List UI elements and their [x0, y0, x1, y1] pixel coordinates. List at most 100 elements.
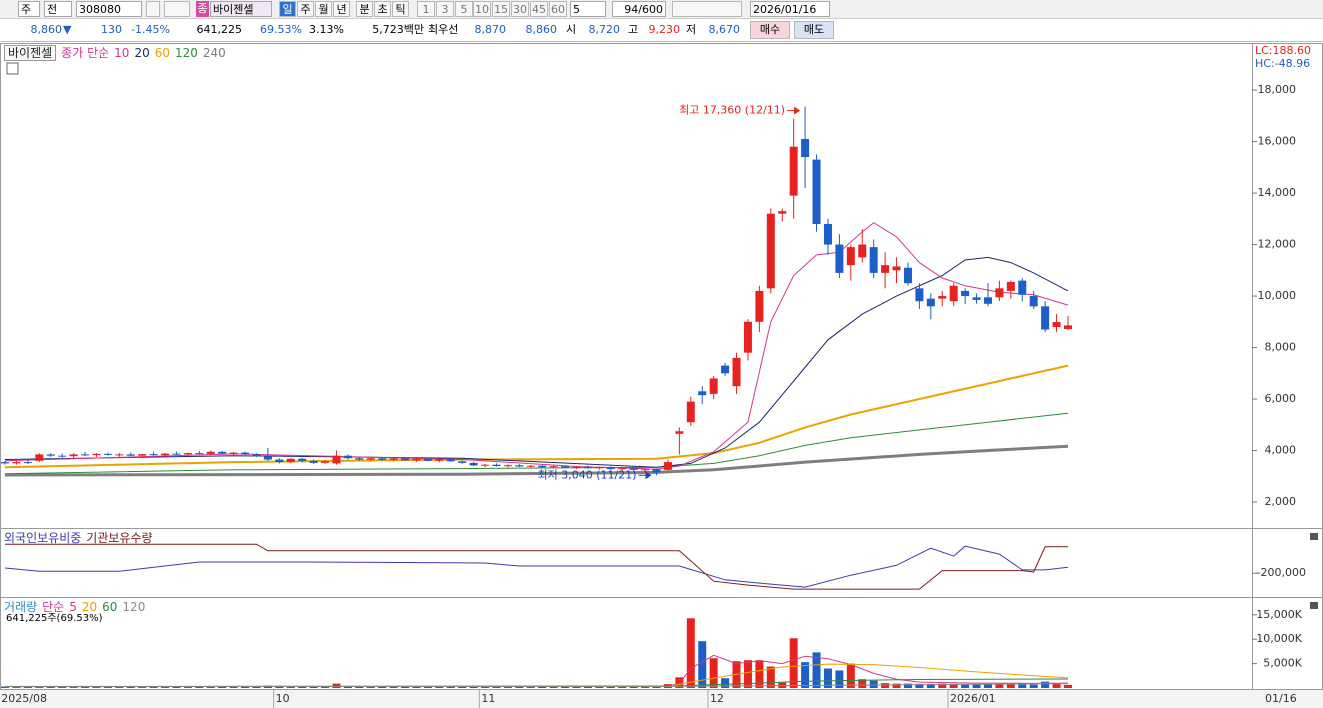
- candle-body: [846, 247, 855, 266]
- y-tick-label: 10,000: [1258, 289, 1297, 302]
- y-tick-label: 5,000K: [1263, 657, 1302, 670]
- interval-button[interactable]: 15: [492, 1, 510, 17]
- candle-body: [12, 462, 21, 464]
- x-tick-label: 11: [481, 692, 495, 705]
- volume-bar: [709, 658, 718, 688]
- candle-body: [572, 466, 581, 468]
- turnover: 3.13%: [309, 23, 344, 36]
- volume-bar: [229, 686, 238, 688]
- plot-frame: [0, 43, 1323, 690]
- count-input[interactable]: 94/600: [612, 1, 666, 17]
- volume-bar: [161, 686, 170, 688]
- volume-bar: [823, 668, 832, 688]
- legend-entry: 기관보유수량: [86, 531, 153, 545]
- sell-button[interactable]: 매도: [794, 21, 834, 39]
- volume-bar: [595, 686, 604, 688]
- legend-entry: 5: [69, 600, 77, 614]
- candle-body: [366, 458, 375, 460]
- volume-legend: 거래량 단순 5 20 60 120: [4, 600, 150, 614]
- search-button[interactable]: [146, 1, 160, 17]
- period-button[interactable]: 년: [333, 1, 350, 17]
- candle-body: [629, 468, 638, 470]
- period-button[interactable]: 일: [279, 1, 296, 17]
- candle-body: [126, 454, 135, 456]
- candle-body: [858, 244, 867, 258]
- volume-bar: [583, 686, 592, 688]
- period-button[interactable]: 주: [297, 1, 314, 17]
- candle-body: [743, 321, 752, 353]
- candle-body: [538, 465, 547, 468]
- candle-body: [938, 296, 947, 299]
- volume-bar: [69, 686, 78, 688]
- period-button[interactable]: 초: [374, 1, 391, 17]
- volume-bar: [1, 686, 9, 688]
- x-tick-label: 12: [710, 692, 724, 705]
- period-button[interactable]: 틱: [392, 1, 409, 17]
- candle-body: [1029, 296, 1038, 307]
- volume-bar: [1041, 681, 1050, 688]
- series-line: [5, 543, 1068, 590]
- candle-body: [401, 458, 410, 461]
- candle-body: [926, 298, 935, 307]
- moving-average: [4, 654, 1069, 688]
- annotation: 최저 3,040 (11/21): [537, 468, 636, 481]
- volume-bar: [686, 618, 695, 688]
- volume-bar: [298, 686, 307, 688]
- stock-name[interactable]: 바이젠셀: [210, 1, 272, 17]
- interval-button[interactable]: 3: [436, 1, 454, 17]
- sound-button[interactable]: [164, 1, 190, 17]
- prefix-select[interactable]: 전: [44, 1, 72, 17]
- price: 8,860: [30, 23, 63, 36]
- volume-bar: [195, 686, 204, 688]
- volume-bar: [915, 683, 924, 688]
- interval-button[interactable]: 45: [530, 1, 548, 17]
- buy-button[interactable]: 매수: [750, 21, 790, 39]
- low-label: 저: [686, 23, 697, 36]
- volume-bar: [698, 641, 707, 688]
- legend-entry: 10: [114, 46, 130, 60]
- candle-body: [343, 455, 352, 459]
- code-input[interactable]: 308080: [76, 1, 142, 17]
- volume-bar: [183, 686, 192, 688]
- candle-body: [298, 458, 307, 461]
- volume-bar: [252, 686, 261, 688]
- y-tick-label: 18,000: [1258, 83, 1297, 96]
- interval-button[interactable]: 30: [511, 1, 529, 17]
- moving-average: [4, 444, 1069, 477]
- volume-bar: [218, 686, 227, 688]
- interval-button[interactable]: 5: [455, 1, 473, 17]
- interval-select[interactable]: 5: [570, 1, 606, 17]
- period-button[interactable]: 분: [356, 1, 373, 17]
- legend-entry: 240: [202, 46, 226, 60]
- volume-bar: [995, 683, 1004, 688]
- candle-body: [115, 454, 124, 456]
- candle-body: [35, 454, 44, 461]
- change: 130: [101, 23, 122, 36]
- candle-body: [332, 455, 341, 464]
- volume-bar: [412, 686, 421, 688]
- legend-entry: 20: [134, 46, 150, 60]
- period-button[interactable]: 월: [315, 1, 332, 17]
- candle-body: [229, 452, 238, 454]
- candle-body: [812, 159, 821, 224]
- tool-buttons[interactable]: [672, 1, 742, 17]
- y-tick-label: 14,000: [1258, 186, 1297, 199]
- market-select[interactable]: 주: [18, 1, 40, 17]
- interval-button[interactable]: 1: [417, 1, 435, 17]
- moving-average: [4, 222, 1069, 470]
- volume-bar: [1018, 684, 1027, 688]
- date-input[interactable]: 2026/01/16: [750, 1, 830, 17]
- volume-bar: [92, 686, 101, 688]
- volume-bar: [103, 686, 112, 688]
- legend-entry: 120: [122, 600, 146, 614]
- volume-bar: [23, 686, 32, 688]
- interval-button[interactable]: 60: [549, 1, 567, 17]
- candle-body: [149, 454, 158, 456]
- interval-button[interactable]: 10: [473, 1, 491, 17]
- candle-body: [1052, 322, 1061, 327]
- candle-body: [161, 453, 170, 456]
- legend-title: 바이젠셀: [4, 45, 57, 61]
- candle-body: [698, 391, 707, 396]
- moving-average: [4, 364, 1069, 469]
- candle-body: [835, 244, 844, 273]
